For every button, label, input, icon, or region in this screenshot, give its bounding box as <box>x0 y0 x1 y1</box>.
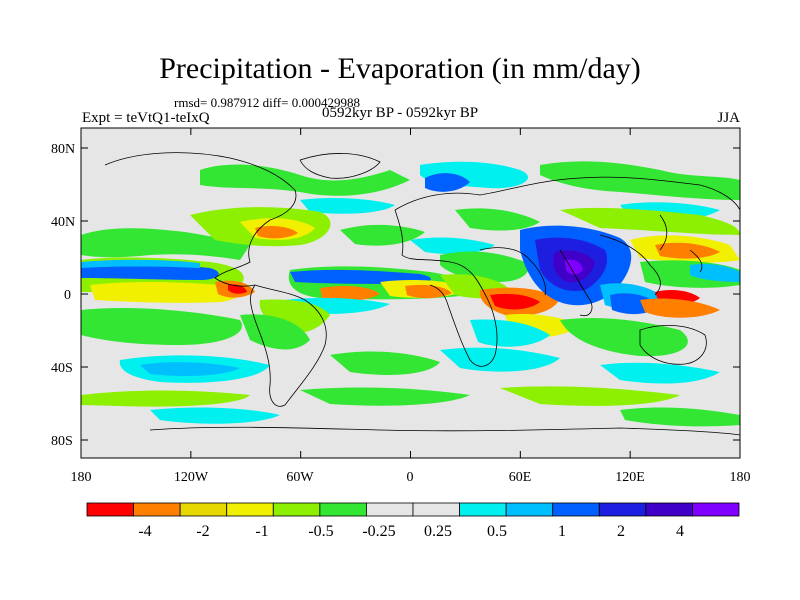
colorbar <box>86 502 740 517</box>
lat-label-80n: 80N <box>51 142 75 157</box>
colorbar-label: -0.25 <box>362 523 395 540</box>
colorbar-label: -0.5 <box>308 523 333 540</box>
lon-label-120e: 120E <box>615 470 645 485</box>
field-patch <box>90 282 239 303</box>
field-patch <box>600 362 720 384</box>
colorbar-swatch <box>459 502 507 517</box>
colorbar-swatch <box>319 502 367 517</box>
lon-label-60e: 60E <box>509 470 532 485</box>
colorbar-swatch <box>366 502 414 517</box>
field-patch <box>81 308 242 345</box>
field-patch <box>560 207 740 235</box>
lat-label-40n: 40N <box>51 215 75 230</box>
lon-label-120w: 120W <box>174 470 209 485</box>
field-patch <box>81 390 250 407</box>
field-patch <box>300 387 470 406</box>
colorbar-swatch <box>86 502 134 517</box>
colorbar-swatch <box>272 502 321 517</box>
colorbar-swatch <box>598 502 647 517</box>
axis-ticks <box>80 128 741 458</box>
colorbar-label: 0.25 <box>424 523 452 540</box>
colorbar-swatch <box>226 502 274 517</box>
lat-label-40s: 40S <box>51 361 73 376</box>
field-patch <box>565 259 583 275</box>
lat-label-80s: 80S <box>51 434 73 449</box>
field-patch <box>540 161 740 200</box>
coastlines <box>104 152 740 436</box>
colorbar-swatch <box>645 502 693 517</box>
field-patch <box>490 293 540 310</box>
colorbar-label: -4 <box>138 523 151 540</box>
colorbar-label: -1 <box>255 523 268 540</box>
field-patch <box>620 407 740 427</box>
colorbar-swatch <box>133 502 181 517</box>
field-patch <box>405 284 452 299</box>
field-patch <box>228 284 247 294</box>
field-patch <box>440 347 560 372</box>
field-patch <box>500 386 680 406</box>
colorbar-labels: -4 -2 -1 -0.5 -0.25 0.25 0.5 1 2 4 <box>138 523 684 540</box>
field-patch <box>410 237 495 255</box>
stats-line: rmsd= 0.987912 diff= 0.000429988 <box>174 95 360 110</box>
experiment-label: Expt = teVtQ1-teIxQ <box>82 110 210 126</box>
field-patch <box>560 318 688 357</box>
field-patch <box>425 173 470 192</box>
season-label: JJA <box>717 110 740 126</box>
colorbar-label: 0.5 <box>487 523 507 540</box>
field-patch <box>255 225 298 239</box>
field-patch <box>81 263 219 280</box>
field-patch <box>300 197 395 214</box>
field-patch <box>690 263 740 282</box>
colorbar-swatch <box>179 502 228 517</box>
field-patch <box>320 286 380 302</box>
field-patch <box>140 362 240 376</box>
field-patch <box>200 164 410 196</box>
field-patch <box>290 269 431 284</box>
colorbar-swatch <box>552 502 600 517</box>
field-patch <box>470 319 550 347</box>
chart-title: Precipitation - Evaporation (in mm/day) <box>159 52 641 85</box>
field-patch <box>655 242 720 259</box>
field-layer <box>81 128 740 458</box>
colorbar-swatch <box>412 502 460 517</box>
field-patch <box>340 224 425 246</box>
lon-label-60w: 60W <box>286 470 314 485</box>
field-patch <box>81 259 200 268</box>
field-patch <box>330 351 440 375</box>
colorbar-swatch <box>692 502 740 517</box>
colorbar-label: 1 <box>558 523 566 540</box>
period-label: 0592kyr BP - 0592kyr BP <box>321 105 479 121</box>
field-patch <box>455 208 540 231</box>
field-patch <box>440 251 529 282</box>
lat-label-0: 0 <box>64 288 71 303</box>
field-patch <box>640 298 720 318</box>
colorbar-label: 4 <box>676 523 684 540</box>
colorbar-label: 2 <box>617 523 625 540</box>
colorbar-label: -2 <box>196 523 209 540</box>
field-patch <box>81 228 250 260</box>
field-patch <box>240 314 310 350</box>
colorbar-swatch <box>505 502 554 517</box>
lon-label-180e: 180 <box>730 470 751 485</box>
lon-label-0: 0 <box>407 470 414 485</box>
lon-label-180w: 180 <box>71 470 92 485</box>
field-patch <box>150 407 280 424</box>
